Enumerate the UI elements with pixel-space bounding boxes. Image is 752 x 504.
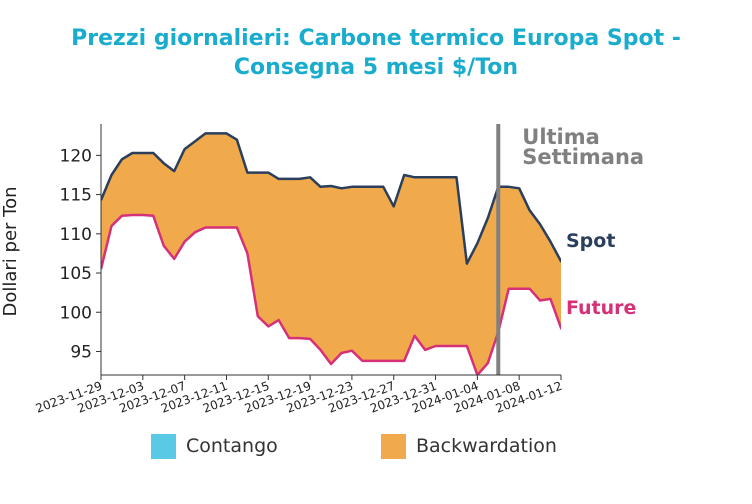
annotation-label-line-1: Ultima (522, 125, 600, 149)
legend-item-backwardation: Backwardation (381, 432, 557, 460)
backwardation-area (101, 133, 561, 375)
series-label-future: Future (566, 297, 636, 319)
y-tick-label: 105 (60, 264, 92, 284)
legend-label-contango: Contango (186, 435, 278, 457)
chart-title: Prezzi giornalieri: Carbone termico Euro… (0, 24, 752, 82)
y-tick-label: 100 (60, 303, 92, 323)
chart-title-line-2: Consegna 5 mesi $/Ton (233, 55, 519, 80)
y-tick-label: 120 (60, 146, 92, 166)
legend-swatch-contango (151, 433, 176, 459)
series-line-spot (101, 132, 561, 265)
y-tick-label: 95 (70, 342, 92, 362)
legend-label-backwardation: Backwardation (416, 435, 557, 457)
y-tick-label: 115 (60, 186, 92, 206)
legend-item-contango: Contango (151, 432, 278, 460)
series-line-future (101, 213, 561, 375)
series-label-spot: Spot (566, 230, 615, 252)
chart-title-line-1: Prezzi giornalieri: Carbone termico Euro… (71, 26, 681, 51)
annotation-label-line-2: Settimana (522, 145, 644, 169)
y-axis-label: Dollari per Ton (0, 186, 21, 316)
y-tick-label: 110 (60, 225, 92, 245)
legend-swatch-backwardation (381, 433, 406, 459)
